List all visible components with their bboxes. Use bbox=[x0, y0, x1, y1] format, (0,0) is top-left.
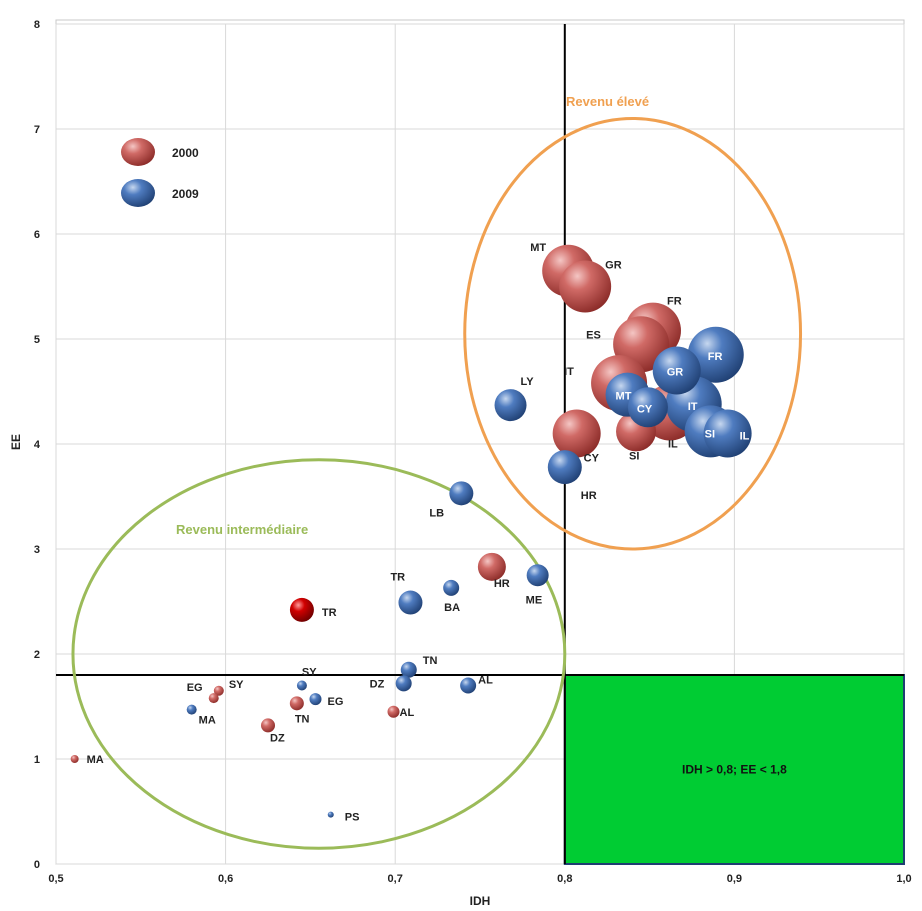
highlight-box-group: IDH > 0,8; EE < 1,8 bbox=[563, 674, 905, 865]
point-label-2000-si: SI bbox=[629, 450, 639, 462]
point-label-2000-mt: MT bbox=[530, 242, 546, 254]
y-tick-label: 0 bbox=[34, 859, 40, 871]
point-label-2009-ly: LY bbox=[521, 376, 535, 388]
data-point-2009-il bbox=[703, 409, 752, 458]
x-tick-label: 0,7 bbox=[388, 873, 403, 885]
data-point-2000-cy bbox=[552, 409, 601, 458]
x-tick-label: 0,6 bbox=[218, 873, 233, 885]
legend-marker-2000 bbox=[121, 138, 155, 166]
y-tick-label: 3 bbox=[34, 544, 40, 556]
point-label-2009-sy: SY bbox=[302, 667, 317, 679]
data-point-2000-hr bbox=[477, 552, 506, 581]
point-label-2009-mt: MT bbox=[616, 391, 632, 403]
x-tick-label: 0,9 bbox=[727, 873, 742, 885]
point-label-2000-hr: HR bbox=[494, 578, 510, 590]
point-label-2009-cy: CY bbox=[637, 403, 653, 415]
point-label-2009-fr: FR bbox=[708, 351, 723, 363]
highlight-box-label: IDH > 0,8; EE < 1,8 bbox=[682, 763, 787, 777]
point-label-2000-es: ES bbox=[586, 329, 601, 341]
data-point-2009-me bbox=[526, 564, 549, 587]
point-label-2000-it: IT bbox=[564, 366, 574, 378]
data-point-2009-ly bbox=[494, 389, 527, 422]
point-label-2000-tr: TR bbox=[322, 607, 337, 619]
point-label-2000-eg: EG bbox=[187, 682, 203, 694]
point-label-2009-tr: TR bbox=[390, 572, 405, 584]
point-label-2009-tn: TN bbox=[423, 655, 438, 667]
point-label-2000-sy: SY bbox=[229, 679, 244, 691]
data-point-2009-eg bbox=[309, 693, 322, 706]
point-label-2009-lb: LB bbox=[429, 507, 444, 519]
data-point-2009-tn bbox=[400, 661, 417, 678]
point-label-2009-me: ME bbox=[526, 594, 543, 606]
data-point-2000-sy bbox=[213, 685, 224, 696]
intermediate-income-ellipse bbox=[71, 458, 567, 850]
point-label-2009-dz: DZ bbox=[370, 678, 385, 690]
point-label-2009-gr: GR bbox=[667, 367, 684, 379]
data-point-2009-hr bbox=[547, 450, 582, 485]
data-point-2009-ba bbox=[443, 579, 460, 596]
data-point-2009-al bbox=[460, 677, 477, 694]
y-tick-label: 5 bbox=[34, 334, 40, 346]
data-point-2000-al bbox=[387, 705, 400, 718]
high-income-ellipse bbox=[463, 117, 803, 551]
high-income-label: Revenu élevé bbox=[566, 94, 649, 109]
data-point-2009-cy bbox=[627, 387, 668, 428]
legend-label-2000: 2000 bbox=[172, 146, 199, 160]
y-tick-label: 7 bbox=[34, 124, 40, 136]
point-label-2009-ma: MA bbox=[199, 715, 216, 727]
data-point-2009-tr bbox=[398, 590, 423, 615]
data-point-2009-dz bbox=[395, 675, 412, 692]
data-points: MT GR FR ES IT IL CY SI HR TR SY EG TN DZ AL MA FR GR MT CY… bbox=[70, 242, 752, 824]
y-tick-label: 2 bbox=[34, 649, 40, 661]
x-tick-label: 0,5 bbox=[48, 873, 63, 885]
y-axis-title: EE bbox=[9, 434, 23, 450]
point-label-2000-fr: FR bbox=[667, 296, 682, 308]
point-label-2000-gr: GR bbox=[605, 260, 622, 272]
x-tick-label: 0,8 bbox=[557, 873, 572, 885]
data-point-2009-gr bbox=[652, 346, 701, 395]
data-point-2009-ma bbox=[186, 704, 197, 715]
data-point-2000-gr bbox=[559, 260, 612, 313]
legend: 2000 2009 bbox=[121, 138, 199, 207]
axis-ticks: 0,5 0,6 0,7 0,8 0,9 1,0 0 1 2 3 4 5 6 7 8 bbox=[34, 19, 912, 885]
y-tick-label: 8 bbox=[34, 19, 40, 31]
highlight-box bbox=[563, 674, 905, 865]
point-label-2009-al: AL bbox=[478, 675, 493, 687]
data-point-2000-eg bbox=[208, 693, 219, 704]
data-point-2000-ma bbox=[70, 755, 79, 763]
data-point-2009-lb bbox=[449, 481, 474, 506]
legend-marker-2009 bbox=[121, 179, 155, 207]
point-label-2009-si: SI bbox=[705, 428, 715, 440]
y-tick-label: 6 bbox=[34, 229, 40, 241]
y-tick-label: 1 bbox=[34, 754, 40, 766]
point-label-2000-tn: TN bbox=[295, 713, 310, 725]
point-label-2009-hr: HR bbox=[581, 490, 597, 502]
data-point-2009-sy bbox=[296, 680, 307, 691]
region-ellipses: Revenu élevé Revenu intermédiaire bbox=[71, 94, 803, 850]
point-label-2000-ma: MA bbox=[87, 754, 104, 766]
point-label-2009-eg: EG bbox=[327, 696, 343, 708]
point-label-2009-ps: PS bbox=[345, 812, 360, 824]
y-tick-label: 4 bbox=[34, 439, 41, 451]
point-label-2009-il: IL bbox=[740, 431, 750, 443]
point-label-2000-dz: DZ bbox=[270, 732, 285, 744]
point-label-2000-al: AL bbox=[400, 707, 415, 719]
data-point-2000-tn bbox=[289, 696, 304, 711]
data-point-2000-tr bbox=[289, 597, 314, 622]
legend-label-2009: 2009 bbox=[172, 187, 199, 201]
point-label-2000-il: IL bbox=[668, 439, 678, 451]
data-point-2009-ps bbox=[327, 811, 334, 818]
x-tick-label: 1,0 bbox=[896, 873, 911, 885]
x-axis-title: IDH bbox=[470, 894, 491, 908]
data-point-2000-dz bbox=[261, 718, 275, 733]
point-label-2000-cy: CY bbox=[584, 453, 600, 465]
point-label-2009-ba: BA bbox=[444, 602, 460, 614]
data-point-2009-fr bbox=[687, 326, 744, 383]
point-label-2009-it: IT bbox=[688, 401, 698, 413]
intermediate-income-label: Revenu intermédiaire bbox=[176, 522, 308, 537]
